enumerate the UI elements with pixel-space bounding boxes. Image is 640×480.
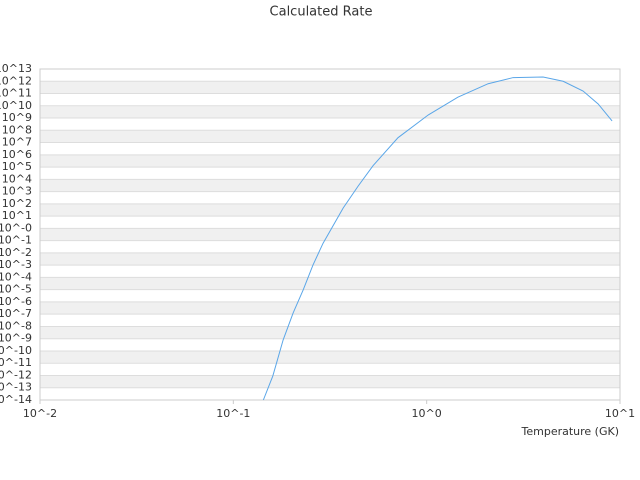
plot-border	[39, 68, 621, 401]
grid-band	[40, 130, 620, 143]
y-tick-label: 10^-1	[0, 234, 32, 247]
grid-band	[40, 252, 620, 266]
y-tick-label: 10^2	[2, 197, 32, 210]
y-tick-label: 10^10	[0, 99, 32, 112]
y-tick-label: 10^9	[2, 111, 32, 124]
grid-band	[40, 203, 620, 217]
y-tick-label: 10^13	[0, 62, 32, 75]
y-tick-label: 10^12	[0, 74, 32, 87]
grid-band	[40, 326, 620, 339]
grid-band	[40, 350, 620, 364]
y-tick-label: 10^-13	[0, 381, 32, 394]
y-tick-label: 10^6	[2, 148, 32, 161]
x-tick-label: 10^-2	[23, 407, 57, 420]
grid-band	[40, 154, 620, 168]
y-tick-label: 10^-14	[0, 393, 32, 406]
y-tick-label: 10^8	[2, 123, 32, 136]
line	[262, 76, 613, 401]
grid-band	[40, 179, 620, 192]
y-tick-label: 10^-6	[0, 295, 32, 308]
grid-band	[40, 301, 620, 315]
grid-band	[40, 277, 620, 290]
x-axis-label: Temperature (GK)	[521, 425, 620, 438]
y-tick-label: 10^-3	[0, 258, 32, 271]
y-tick-label: 10^3	[2, 185, 32, 198]
y-tick-label: 10^1	[2, 209, 32, 222]
y-tick-label: 10^-5	[0, 283, 32, 296]
grid-band	[40, 228, 620, 241]
y-tick-label: 10^-0	[0, 221, 32, 234]
y-tick-label: 10^-8	[0, 319, 32, 332]
y-tick-label: 10^-9	[0, 332, 32, 345]
y-tick-label: 10^-12	[0, 368, 32, 381]
y-tick-label: 10^7	[2, 136, 32, 149]
grid-band	[40, 105, 620, 119]
y-tick-label: 10^-10	[0, 344, 32, 357]
grid-band	[40, 81, 620, 94]
x-tick-label: 10^1	[605, 407, 635, 420]
y-tick-label: 10^4	[2, 172, 32, 185]
x-tick-label: 10^0	[412, 407, 442, 420]
grid-band	[40, 375, 620, 388]
y-tick-label: 10^-4	[0, 270, 32, 283]
y-tick-label: 10^-11	[0, 356, 32, 369]
x-tick-label: 10^-1	[216, 407, 250, 420]
y-tick-label: 10^5	[2, 160, 32, 173]
chart-title: Calculated Rate	[270, 5, 373, 20]
y-tick-label: 10^11	[0, 87, 32, 100]
y-tick-label: 10^-7	[0, 307, 32, 320]
y-tick-label: 10^-2	[0, 246, 32, 259]
